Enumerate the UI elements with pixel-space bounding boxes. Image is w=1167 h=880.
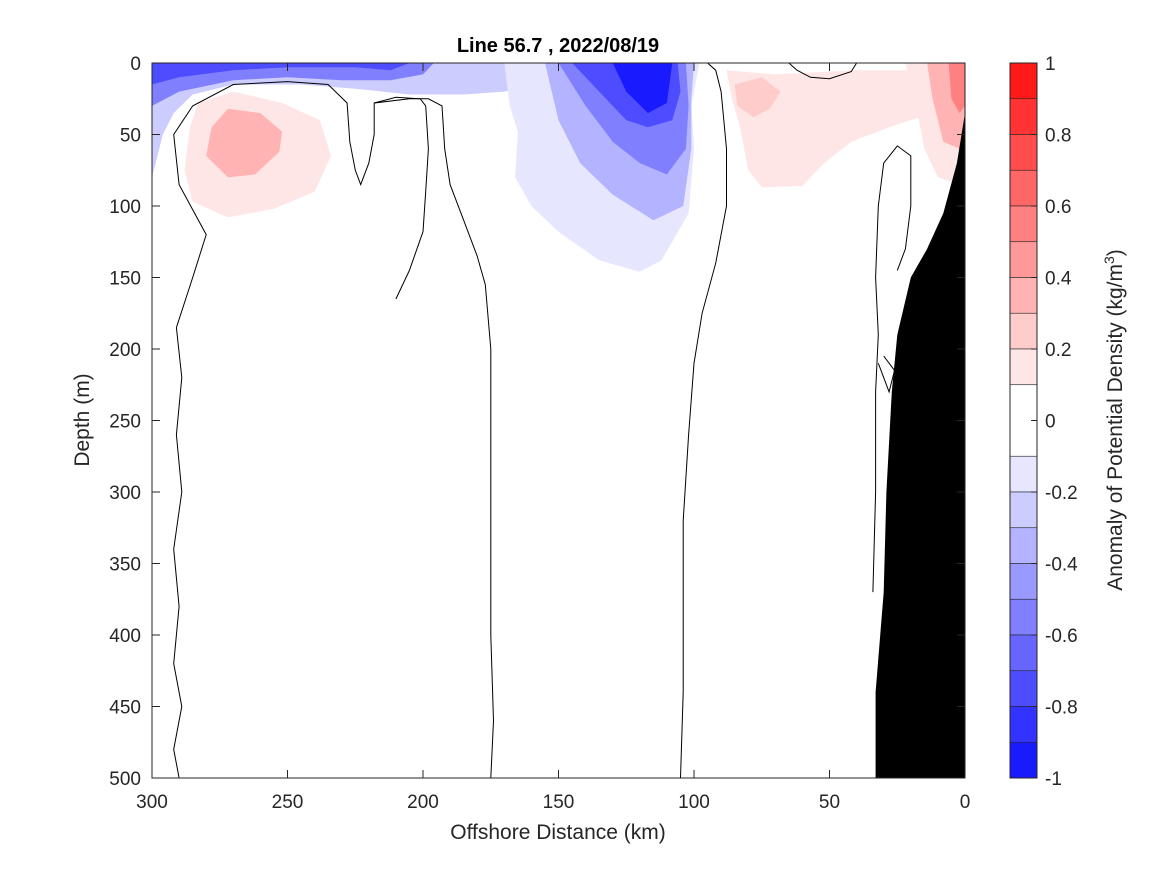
anomaly-fills (152, 63, 965, 272)
x-axis-ticks: 300 250 200 150 100 50 0 (136, 63, 970, 813)
y-tick-label: 150 (109, 269, 141, 290)
anomaly-region (152, 63, 410, 85)
y-tick-label: 300 (109, 483, 141, 504)
colorbar-band (1009, 348, 1038, 386)
x-tick-label: 300 (136, 792, 168, 813)
colorbar-tick-label: -0.8 (1045, 698, 1078, 719)
colorbar-tick-label: -0.2 (1045, 483, 1078, 504)
colorbar-band (1009, 741, 1038, 779)
colorbar-band (1009, 312, 1038, 350)
y-tick-label: 450 (109, 698, 141, 719)
colorbar-tick-label: 1 (1045, 54, 1056, 75)
colorbar-label-main: Anomaly of Potential Density (kg/m (1104, 264, 1127, 591)
colorbar-tick-label: 0 (1045, 412, 1056, 433)
colorbar-tick-label: -0.4 (1045, 555, 1078, 576)
colorbar-band (1009, 598, 1038, 636)
colorbar-band (1009, 62, 1038, 100)
colorbar-band (1009, 706, 1038, 743)
y-axis-ticks: 0 50 100 150 200 250 300 350 400 450 500 (109, 54, 965, 790)
y-tick-label: 350 (109, 555, 141, 576)
zero-contours (173, 62, 912, 779)
x-axis-label: Offshore Distance (km) (450, 821, 666, 844)
x-tick-label: 100 (678, 792, 710, 813)
y-tick-label: 500 (109, 769, 141, 790)
colorbar-label-sup: 3 (1101, 256, 1117, 264)
colorbar-label: Anomaly of Potential Density (kg/m3) (1101, 249, 1127, 591)
colorbar-band (1009, 205, 1038, 243)
colorbar-tick-label: 0.8 (1045, 126, 1071, 147)
zero-contour-line (173, 81, 495, 779)
y-tick-label: 50 (120, 126, 141, 147)
colorbar-band (1009, 491, 1038, 529)
colorbar-tick-label: 0.6 (1045, 197, 1071, 218)
colorbar-band (1009, 634, 1038, 672)
colorbar-tick-label: 0.4 (1045, 269, 1072, 290)
colorbar-band (1009, 563, 1038, 600)
colorbar-band (1009, 169, 1038, 207)
colorbar-tick-label: -1 (1045, 769, 1062, 790)
y-tick-label: 250 (109, 412, 141, 433)
colorbar-band (1009, 670, 1038, 707)
colorbar-band (1009, 134, 1038, 171)
anomaly-region (612, 63, 673, 114)
zero-contour-line (788, 62, 858, 80)
colorbar-bands (1009, 62, 1038, 779)
colorbar-band (1009, 527, 1038, 564)
colorbar-ticks: 1 0.8 0.6 0.4 0.2 0 -0.2 -0.4 -0.6 -0.8 -1 (1031, 54, 1078, 790)
x-tick-label: 150 (543, 792, 575, 813)
anomaly-region (206, 108, 283, 178)
x-tick-label: 50 (819, 792, 840, 813)
colorbar-band (1009, 98, 1038, 135)
anomaly-region (152, 63, 559, 178)
y-tick-label: 200 (109, 340, 141, 361)
anomaly-region (726, 70, 965, 188)
chart-title: Line 56.7 , 2022/08/19 (457, 35, 659, 57)
y-tick-label: 100 (109, 197, 141, 218)
x-tick-label: 0 (960, 792, 971, 813)
colorbar-tick-label: 0.2 (1045, 340, 1071, 361)
colorbar-band (1009, 241, 1038, 278)
zero-contour-line (680, 62, 727, 779)
bathymetry-shelf (875, 113, 965, 779)
zero-contour-line (877, 355, 896, 394)
y-axis-label: Depth (m) (71, 373, 94, 466)
colorbar-tick-label: -0.6 (1045, 626, 1078, 647)
colorbar-label-end: ) (1104, 249, 1127, 256)
zero-contour-line (872, 145, 912, 593)
anomaly-region (152, 63, 434, 106)
anomaly-region (734, 77, 781, 118)
x-tick-label: 250 (272, 792, 304, 813)
y-tick-label: 0 (130, 54, 141, 75)
x-tick-label: 200 (407, 792, 439, 813)
colorbar-band (1009, 455, 1038, 493)
plot-area: 300 250 200 150 100 50 0 050100150200250300350… (109, 54, 970, 813)
y-tick-label: 400 (109, 626, 141, 647)
colorbar-band (1009, 277, 1038, 314)
anomaly-region (948, 63, 965, 114)
zero-contour-line (374, 96, 429, 300)
colorbar: 1 0.8 0.6 0.4 0.2 0 -0.2 -0.4 -0.6 -0.8 -1 Anomaly… (1009, 54, 1127, 790)
